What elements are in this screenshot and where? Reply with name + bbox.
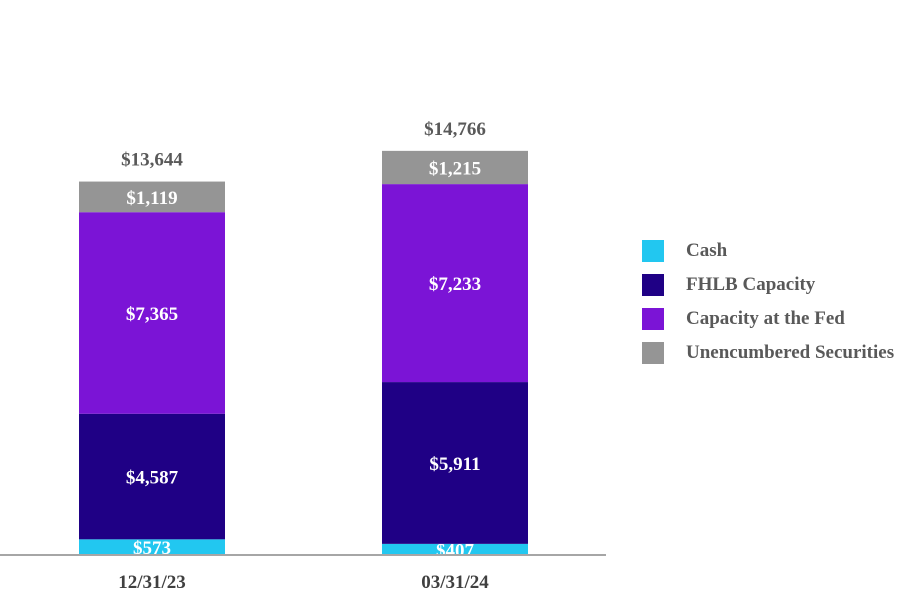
data-label-capacity-at-the-fed-2: $7,233 [429, 274, 481, 295]
x-tick-label-1: 12/31/23 [118, 572, 186, 593]
legend-item-capacity-at-the-fed: Capacity at the Fed [642, 302, 894, 336]
data-label-capacity-at-the-fed-1: $7,365 [126, 304, 178, 325]
legend: Cash FHLB Capacity Capacity at the Fed U… [642, 234, 894, 370]
legend-item-cash: Cash [642, 234, 894, 268]
bar-segment-unencumbered-securities-1 [79, 181, 225, 213]
data-label-unencumbered-securities-2: $1,215 [429, 158, 481, 179]
total-label-1: $13,644 [121, 150, 183, 171]
legend-swatch-fhlb-capacity [642, 274, 664, 296]
legend-label-capacity-at-the-fed: Capacity at the Fed [686, 308, 845, 329]
total-label-2: $14,766 [424, 119, 486, 140]
legend-swatch-unencumbered-securities [642, 342, 664, 364]
bar-segment-fhlb-capacity-2 [382, 382, 528, 544]
bar-segment-unencumbered-securities-2 [382, 150, 528, 185]
data-label-fhlb-capacity-2: $5,911 [429, 454, 480, 475]
legend-swatch-cash [642, 240, 664, 262]
data-label-unencumbered-securities-1: $1,119 [126, 188, 177, 209]
data-label-fhlb-capacity-1: $4,587 [126, 468, 179, 489]
legend-label-unencumbered-securities: Unencumbered Securities [686, 342, 895, 363]
bar-segment-capacity-at-the-fed-1 [79, 212, 225, 414]
bar-segment-cash-1 [79, 539, 225, 555]
legend-swatch-capacity-at-the-fed [642, 308, 664, 330]
data-label-cash-1: $573 [133, 538, 171, 559]
bar-segment-cash-2 [382, 543, 528, 555]
legend-item-fhlb-capacity: FHLB Capacity [642, 268, 894, 302]
legend-label-cash: Cash [686, 240, 728, 261]
legend-label-fhlb-capacity: FHLB Capacity [686, 274, 816, 295]
x-tick-label-2: 03/31/24 [421, 572, 489, 593]
legend-item-unencumbered-securities: Unencumbered Securities [642, 336, 894, 370]
bar-segment-fhlb-capacity-1 [79, 413, 225, 540]
bar-segment-capacity-at-the-fed-2 [382, 184, 528, 383]
data-label-cash-2: $407 [436, 540, 475, 561]
